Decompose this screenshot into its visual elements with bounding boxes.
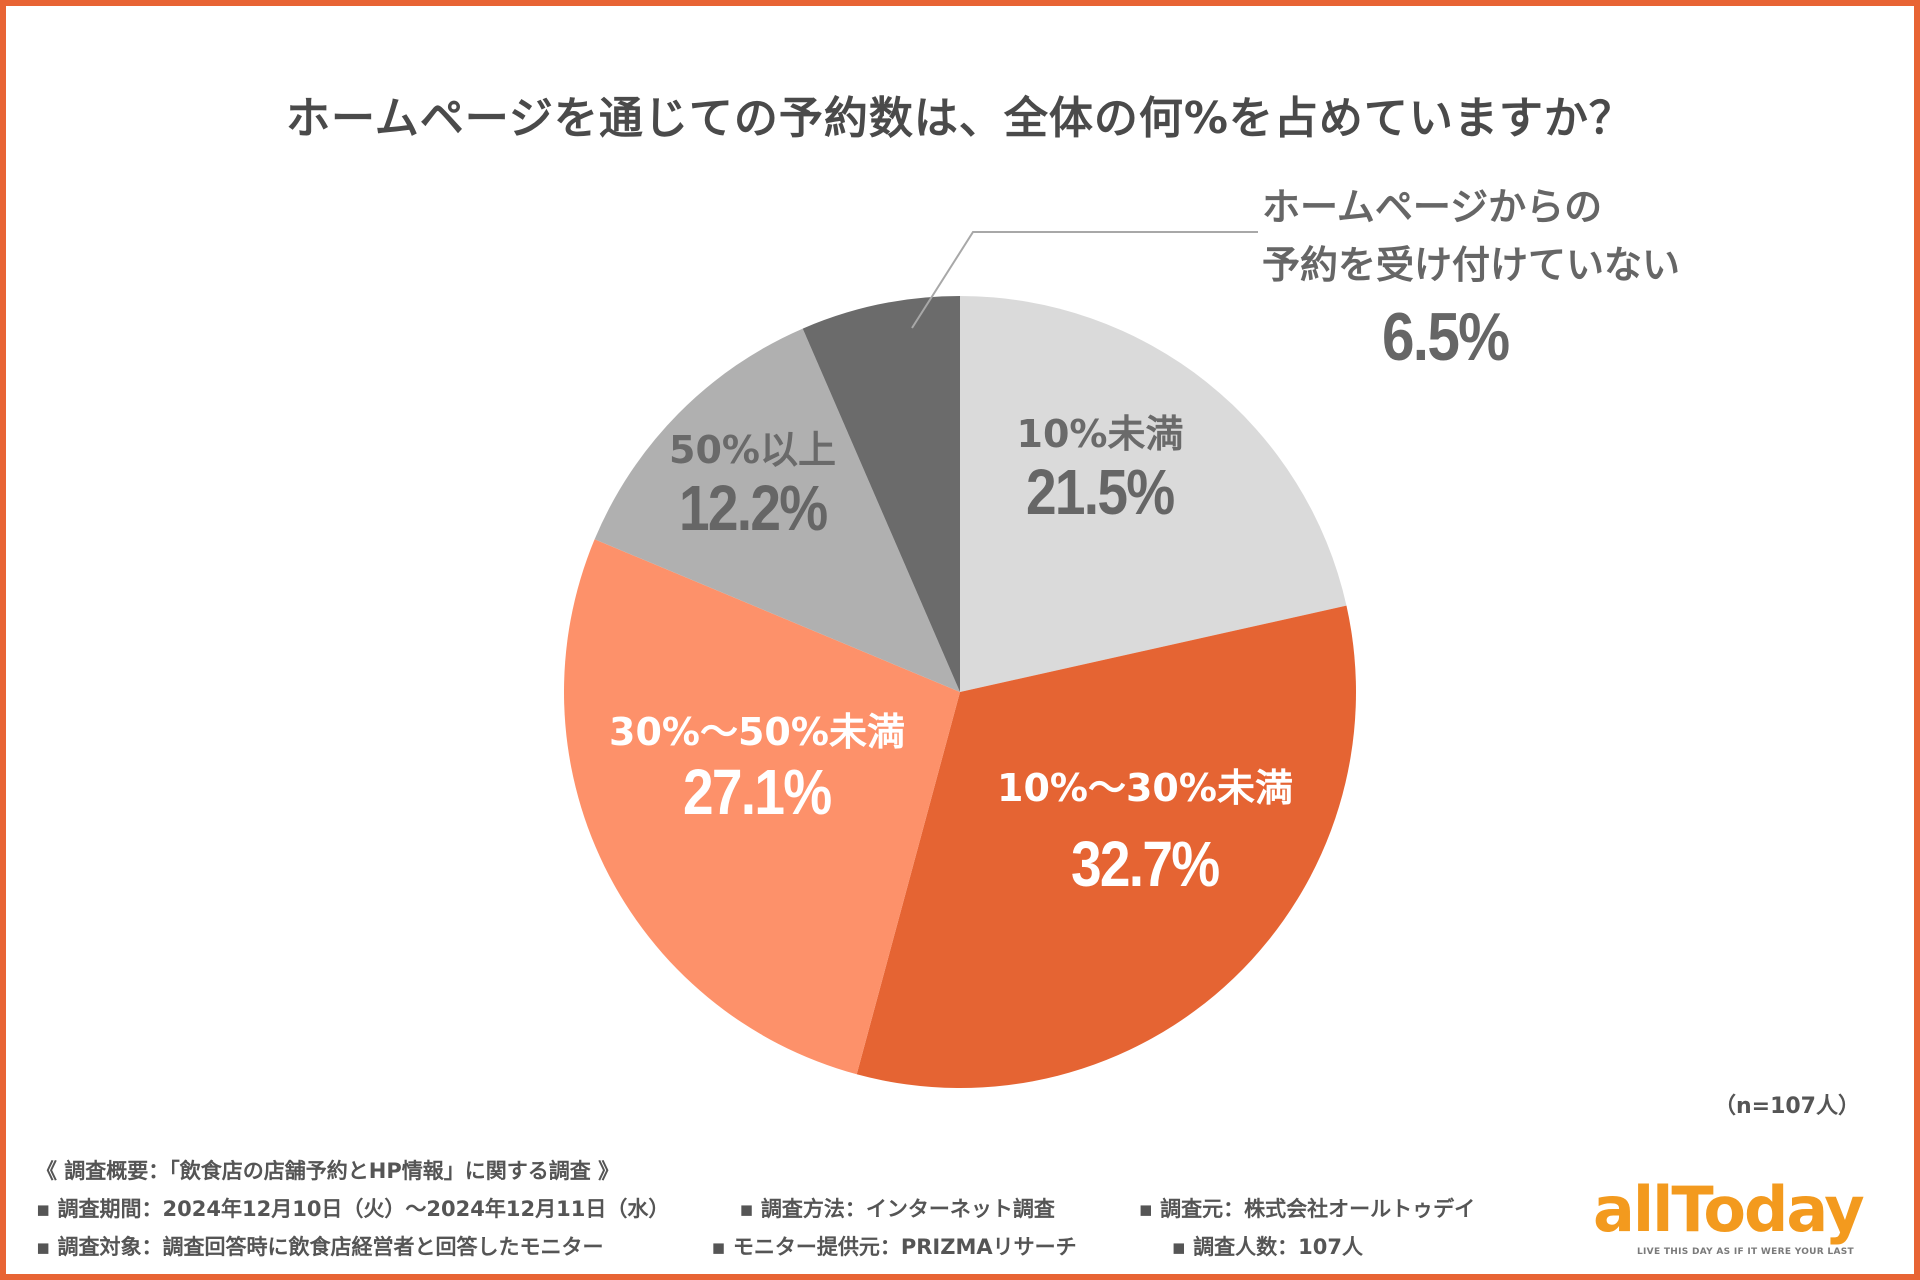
survey-panel-provider: ▪ モニター提供元：PRIZMAリサーチ [711,1235,1077,1259]
survey-period: ▪ 調査期間：2024年12月10日（火）〜2024年12月11日（水） [36,1197,670,1221]
slice-label-over-50: 50%以上 12.2% [640,428,865,544]
pie-slice-1 [856,605,1356,1088]
survey-respondents: ▪ 調査人数：107人 [1171,1235,1364,1259]
slice-category-label: 50%以上 [669,428,836,472]
survey-row-2: ▪ 調査対象：調査回答時に飲食店経営者と回答したモニター ▪ モニター提供元：P… [36,1228,1475,1266]
pie-slice-0 [960,296,1347,692]
slice-value-label: 32.7% [1071,828,1220,900]
pie-slice-2 [563,539,960,1075]
slice-value-label: 21.5% [1026,456,1175,528]
callout-line: ホームページからの [1262,185,1603,229]
callout-not-accepting: ホームページからの 予約を受け付けていない 6.5% [1262,178,1681,375]
survey-row-1: ▪ 調査期間：2024年12月10日（火）〜2024年12月11日（水） ▪ 調… [36,1190,1475,1228]
logo-wordmark: allToday [1593,1173,1865,1246]
slice-category-label: 10%未満 [1016,412,1184,456]
survey-source: ▪ 調査元：株式会社オールトゥデイ [1138,1197,1476,1221]
sample-size-label: （n=107人） [1713,1094,1860,1119]
survey-target: ▪ 調査対象：調査回答時に飲食店経営者と回答したモニター [36,1235,604,1259]
pie-slice-4 [802,296,960,692]
slice-value-label: 27.1% [683,756,832,828]
survey-method: ▪ 調査方法：インターネット調査 [739,1197,1055,1221]
callout-value: 6.5% [1382,299,1510,375]
alltoday-logo: allToday LIVE THIS DAY AS IF IT WERE YOU… [1585,1179,1895,1263]
survey-overview: 《 調査概要：「飲食店の店舗予約とHP情報」に関する調査 》 ▪ 調査期間：20… [36,1152,1475,1266]
survey-heading: 《 調査概要：「飲食店の店舗予約とHP情報」に関する調査 》 [36,1159,620,1183]
callout-line: 予約を受け付けていない [1262,243,1681,287]
slice-label-10-30: 10%〜30%未満 32.7% [960,766,1330,900]
slice-category-label: 30%〜50%未満 [609,710,905,754]
callout-leader-line [911,231,1258,329]
logo-tagline: LIVE THIS DAY AS IF IT WERE YOUR LAST [1637,1247,1854,1257]
slice-label-under-10: 10%未満 21.5% [980,412,1220,528]
slice-value-label: 12.2% [678,472,828,544]
slice-category-label: 10%〜30%未満 [997,766,1293,810]
slice-label-30-50: 30%〜50%未満 27.1% [572,710,942,828]
pie-slice-3 [594,328,960,692]
chart-title: ホームページを通じての予約数は、全体の何%を占めていますか？ [286,93,1634,144]
